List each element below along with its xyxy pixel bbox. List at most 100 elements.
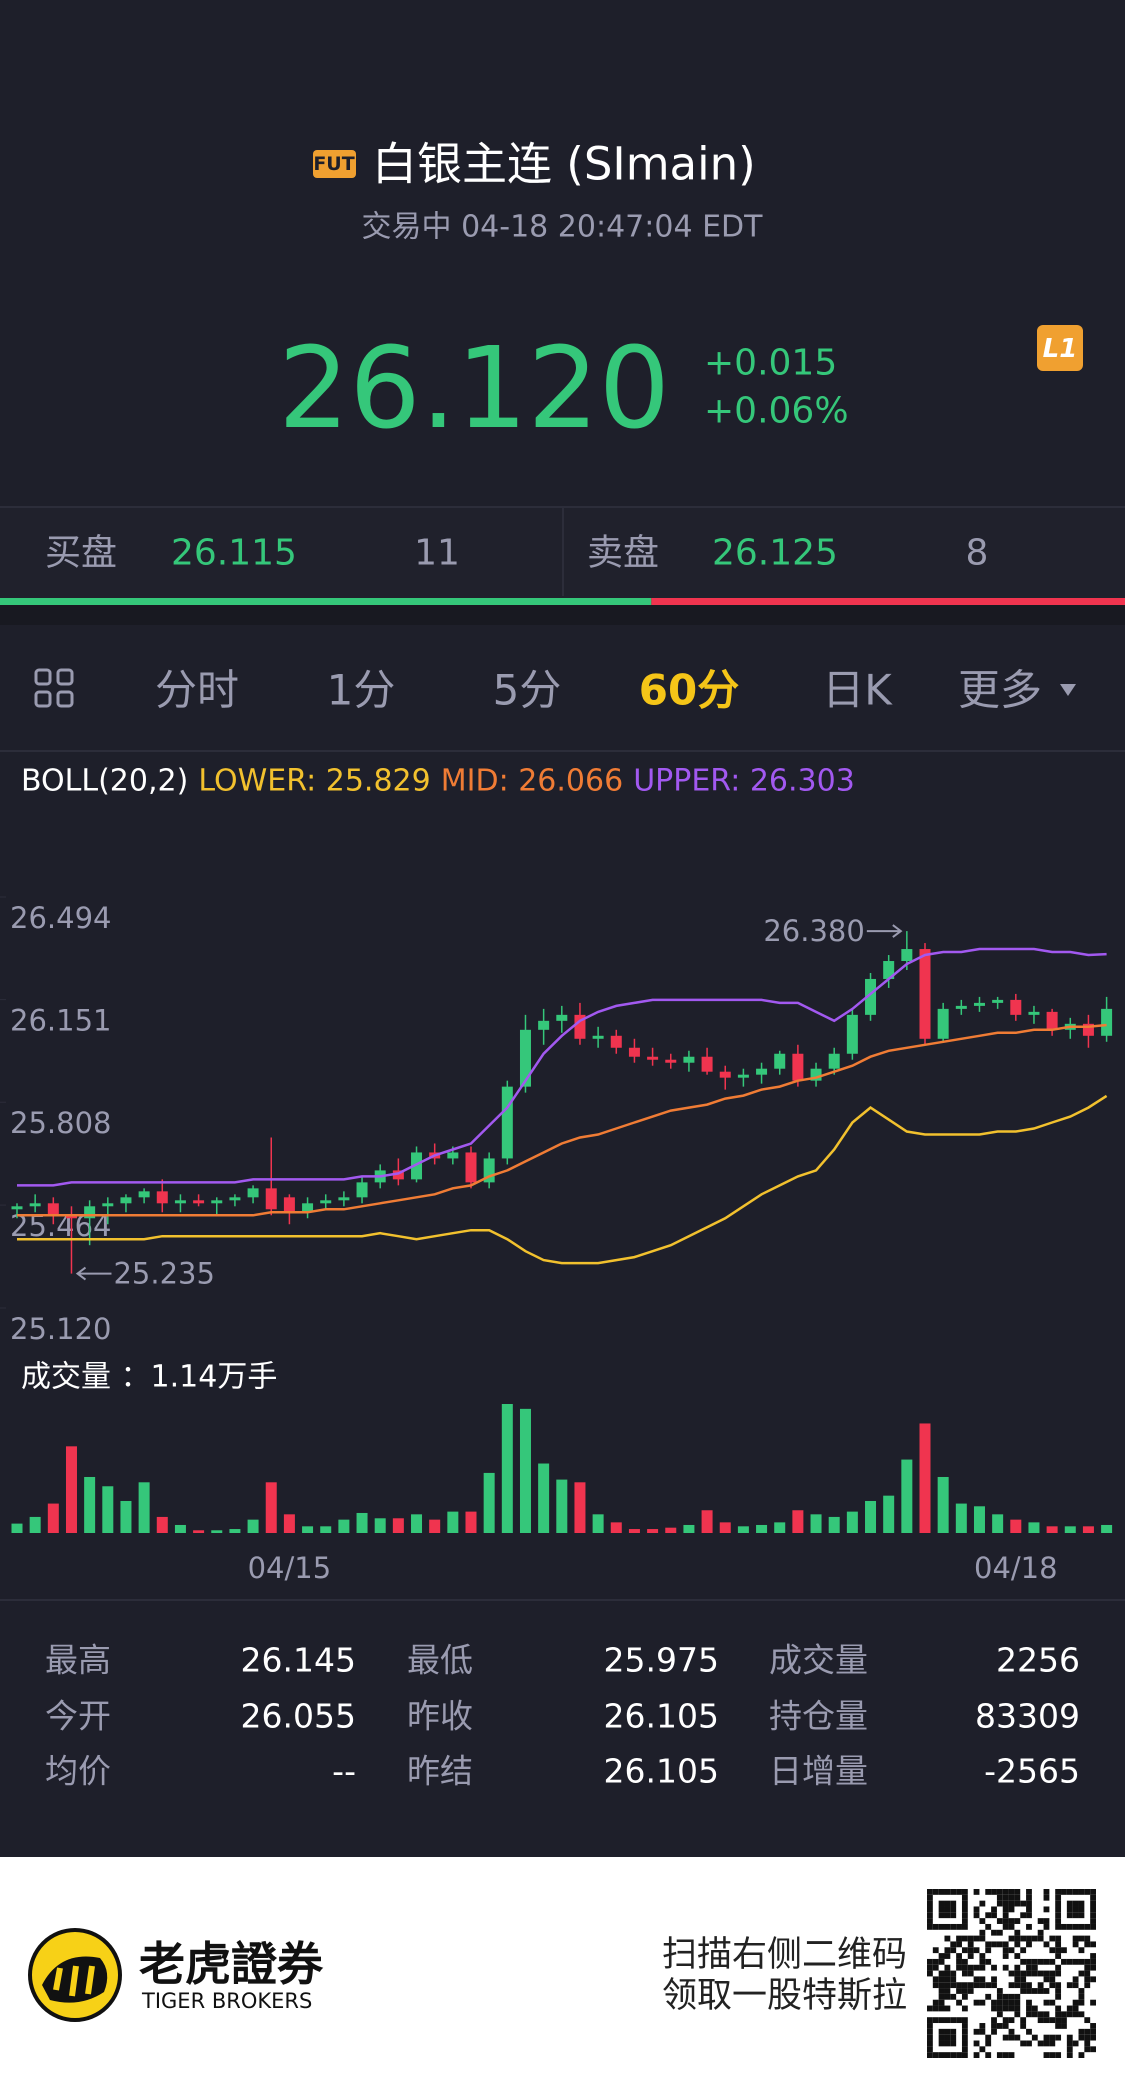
candle-body bbox=[719, 1071, 731, 1078]
qr-module bbox=[927, 1889, 933, 1895]
y-tick-label: 25.808 bbox=[10, 1106, 111, 1140]
qr-module bbox=[1014, 1982, 1021, 1989]
qr-module bbox=[927, 1958, 933, 1965]
qr-module bbox=[961, 2040, 968, 2047]
qr-module bbox=[1084, 2028, 1091, 2035]
candle-body bbox=[973, 1002, 985, 1006]
qr-module bbox=[996, 1941, 1003, 1948]
qr-module bbox=[1043, 1999, 1050, 2006]
qr-module bbox=[991, 1976, 997, 1983]
candle-body bbox=[265, 1188, 277, 1210]
volume-bar bbox=[955, 1503, 967, 1533]
qr-module bbox=[1026, 2011, 1032, 2018]
qr-module bbox=[1020, 1976, 1027, 1983]
qr-module bbox=[938, 2034, 945, 2041]
qr-module bbox=[1020, 1900, 1027, 1907]
qr-module bbox=[938, 2005, 945, 2012]
qr-module bbox=[1002, 1900, 1009, 1907]
qr-module bbox=[944, 1947, 951, 1954]
qr-module bbox=[1072, 1889, 1079, 1895]
qr-module bbox=[932, 1976, 939, 1983]
tab[interactable]: 日K bbox=[822, 666, 893, 715]
qr-module bbox=[1055, 1982, 1062, 1989]
qr-module bbox=[996, 2052, 1003, 2058]
qr-module bbox=[961, 1912, 968, 1919]
stat-value: -- bbox=[332, 1752, 356, 1791]
qr-module bbox=[1066, 1982, 1073, 1989]
volume-bar bbox=[519, 1408, 531, 1533]
volume-bar bbox=[265, 1482, 277, 1533]
qr-module bbox=[1066, 1912, 1073, 1919]
qr-module bbox=[950, 2028, 957, 2035]
qr-module bbox=[1014, 1976, 1021, 1983]
volume-bar bbox=[465, 1511, 477, 1533]
candle-body bbox=[610, 1035, 622, 1048]
qr-module bbox=[1020, 2040, 1027, 2047]
qr-module bbox=[1020, 2017, 1027, 2024]
qr-module bbox=[1066, 2011, 1073, 2018]
volume-bar bbox=[719, 1522, 731, 1533]
dropdown-caret[interactable] bbox=[1060, 684, 1076, 696]
candle-body bbox=[193, 1200, 205, 1204]
qr-module bbox=[1002, 1894, 1009, 1901]
tab[interactable]: 5分 bbox=[493, 666, 562, 715]
qr-module bbox=[1002, 1889, 1009, 1895]
volume-bar bbox=[283, 1514, 295, 1533]
qr-module bbox=[1008, 2052, 1015, 2058]
candle-body bbox=[538, 1020, 550, 1030]
volume-bar bbox=[846, 1511, 858, 1533]
brand-name-en: TIGER BROKERS bbox=[141, 1989, 312, 2013]
qr-module bbox=[1055, 1970, 1062, 1977]
qr-module bbox=[1043, 1988, 1050, 1994]
qr-module bbox=[1049, 2017, 1056, 2024]
qr-module bbox=[944, 2052, 951, 2058]
candle-body bbox=[501, 1086, 513, 1159]
qr-module bbox=[1078, 1958, 1085, 1965]
candle-body bbox=[247, 1188, 259, 1198]
qr-module bbox=[996, 1999, 1003, 2006]
candle-body bbox=[828, 1053, 840, 1069]
candle-body bbox=[665, 1059, 677, 1063]
qr-module bbox=[1008, 1947, 1015, 1954]
qr-module bbox=[1072, 2011, 1079, 2018]
candle-body bbox=[283, 1197, 295, 1213]
candle-body bbox=[701, 1056, 713, 1072]
qr-module bbox=[956, 1964, 962, 1971]
qr-module bbox=[1055, 1889, 1062, 1895]
qr-module bbox=[950, 1906, 957, 1913]
qr-module bbox=[1066, 1889, 1073, 1895]
layout-icon[interactable] bbox=[34, 668, 74, 708]
qr-module bbox=[961, 2052, 968, 2058]
tab[interactable]: 更多 bbox=[958, 666, 1042, 715]
stat-label: 最低 bbox=[407, 1641, 473, 1680]
stat-label: 均价 bbox=[45, 1752, 111, 1791]
qr-module bbox=[1066, 2034, 1073, 2041]
qr-module bbox=[1026, 1988, 1032, 1994]
qr-module bbox=[1078, 2052, 1085, 2058]
qr-module bbox=[973, 1976, 980, 1983]
volume-bar bbox=[701, 1510, 713, 1533]
qr-module bbox=[938, 1923, 945, 1930]
qr-module bbox=[973, 1999, 980, 2006]
tab[interactable]: 分时 bbox=[155, 666, 239, 715]
qr-module bbox=[961, 2046, 968, 2053]
tab[interactable]: 60分 bbox=[639, 666, 739, 715]
volume-bar bbox=[592, 1514, 604, 1533]
qr-module bbox=[985, 1947, 992, 1954]
qr-module bbox=[1072, 1923, 1079, 1930]
qr-module bbox=[1049, 2034, 1056, 2041]
qr-module bbox=[1014, 1999, 1021, 2006]
qr-module bbox=[1043, 2011, 1050, 2018]
qr-module bbox=[1037, 1918, 1044, 1924]
candle-body bbox=[174, 1200, 186, 1204]
indicator-label: MID: 26.066 bbox=[441, 764, 623, 799]
qr-module bbox=[927, 2040, 933, 2047]
qr-module bbox=[1055, 2011, 1062, 2018]
qr-module bbox=[1078, 2034, 1085, 2041]
qr-module bbox=[1026, 1941, 1032, 1948]
candle-body bbox=[447, 1152, 459, 1159]
qr-module bbox=[944, 2017, 951, 2024]
qr-module bbox=[961, 1918, 968, 1924]
tab[interactable]: 1分 bbox=[327, 666, 396, 715]
qr-module bbox=[991, 2005, 997, 2012]
